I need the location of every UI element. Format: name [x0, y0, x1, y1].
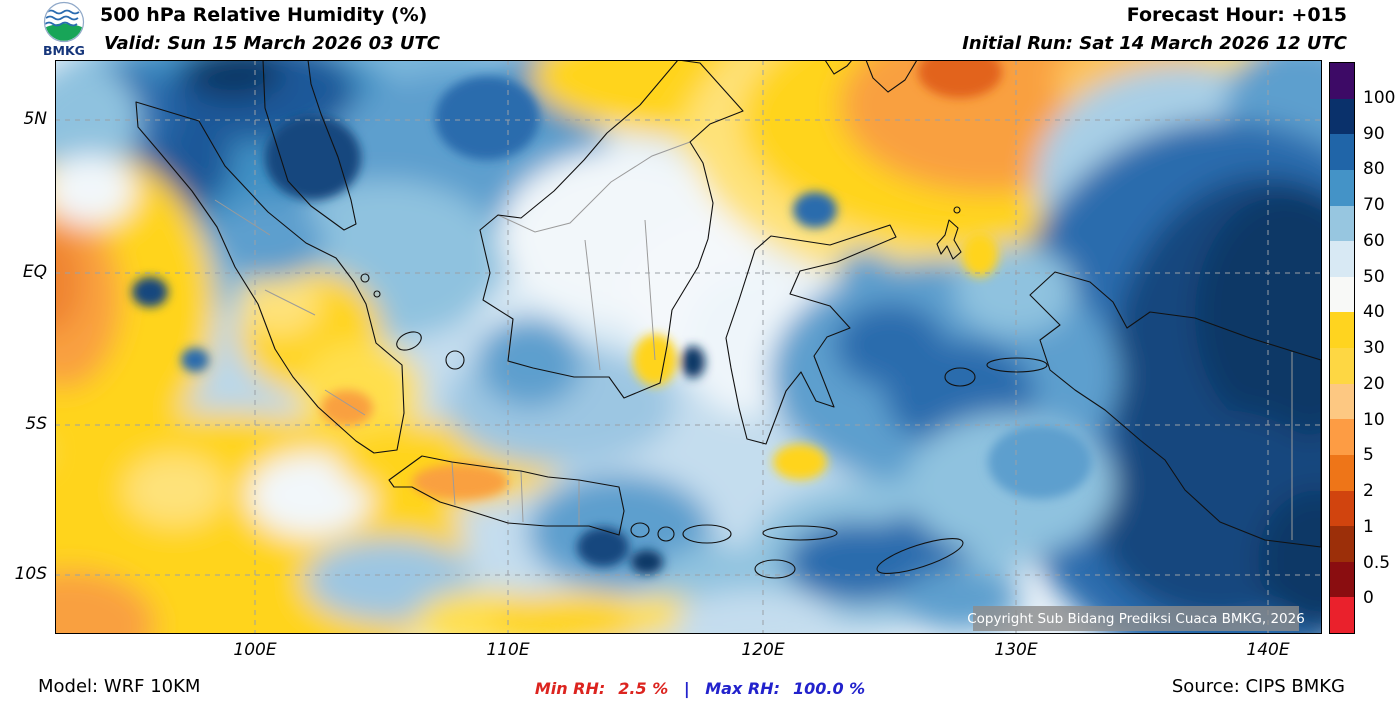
colorbar-tick-label: 10 — [1363, 409, 1385, 430]
coastline-lombok — [657, 526, 675, 542]
min-rh: Min RH: 2.5 % — [535, 679, 668, 698]
colorbar-tick-label: 80 — [1363, 159, 1385, 180]
colorbar-cell — [1330, 490, 1354, 527]
coastline-morotai — [953, 206, 961, 214]
humidity-field-layer — [55, 60, 1322, 634]
coastline-seram — [986, 357, 1048, 373]
coastline-mindanao — [865, 60, 918, 93]
colorbar-cell — [1330, 348, 1354, 384]
valid-time: Valid: Sun 15 March 2026 03 UTC — [104, 33, 441, 54]
colorbar-cell — [1330, 419, 1354, 455]
coastline-flores — [762, 525, 838, 541]
initial-run: Initial Run: Sat 14 March 2026 12 UTC — [962, 33, 1347, 54]
coastline-sumbawa — [682, 524, 732, 544]
coastline-malay-peninsula — [262, 60, 357, 231]
coastline-sumatra — [135, 101, 405, 454]
coastline-lingga-island — [373, 290, 381, 298]
x-tick-label: 130E — [994, 640, 1038, 660]
page-title: 500 hPa Relative Humidity (%) — [100, 4, 428, 26]
min-rh-value: 2.5 % — [618, 679, 669, 698]
coastline-timor — [876, 538, 964, 574]
colorbar-cell — [1330, 383, 1354, 420]
colorbar-cell — [1330, 98, 1354, 135]
colorbar-tick-label: 90 — [1363, 123, 1385, 144]
minmax-separator: | — [683, 679, 690, 698]
border-layer — [214, 141, 1293, 540]
colorbar-tick-label: 5 — [1363, 445, 1374, 466]
colorbar-cell — [1330, 241, 1354, 277]
max-rh: Max RH: 100.0 % — [705, 679, 865, 698]
max-rh-value: 100.0 % — [792, 679, 866, 698]
bmkg-logo-text: BMKG — [43, 43, 85, 58]
colorbar-cell — [1330, 205, 1354, 242]
model-label: Model: WRF 10KM — [38, 676, 201, 697]
coastline-sumba — [754, 559, 796, 579]
y-tick-label: 10S — [14, 564, 47, 584]
colorbar-cell — [1330, 561, 1354, 598]
bmkg-logo: BMKG — [36, 1, 92, 63]
colorbar-cell — [1330, 312, 1354, 348]
coastline-java — [388, 455, 625, 536]
coastline-riau-island — [360, 273, 370, 283]
colorbar-tick-label: 0.5 — [1363, 552, 1391, 573]
coastline-belitung — [445, 350, 465, 370]
coastline-bali — [630, 522, 650, 538]
colorbar-tick-label: 2 — [1363, 481, 1374, 501]
coastline-layer — [135, 60, 1322, 579]
colorbar: 100 90 80 70 60 50 40 30 20 10 5 2 1 0.5 0 — [1329, 62, 1400, 634]
colorbar-cell — [1330, 597, 1354, 633]
coastline-buru — [944, 367, 976, 387]
colorbar-tick-label: 30 — [1363, 338, 1385, 358]
coastline-zamboanga — [824, 60, 853, 75]
y-tick-label: 5N — [23, 109, 47, 129]
colorbar-cell — [1330, 454, 1354, 491]
y-tick-label: 5S — [25, 414, 47, 434]
map-frame — [55, 60, 1322, 634]
x-tick-label: 120E — [741, 640, 785, 660]
colorbar-tick-label: 70 — [1363, 195, 1385, 215]
coastline-borneo — [479, 60, 744, 399]
coastline-sulawesi — [725, 224, 897, 445]
colorbar-strip — [1329, 62, 1355, 634]
rh-minmax: Min RH: 2.5 % | Max RH: 100.0 % — [0, 679, 1400, 698]
colorbar-tick-label: 60 — [1363, 230, 1385, 251]
colorbar-tick-label: 40 — [1363, 302, 1385, 323]
min-rh-label: Min RH: — [534, 679, 606, 698]
x-tick-label: 100E — [233, 640, 277, 660]
colorbar-cell — [1330, 276, 1354, 313]
x-tick-label: 140E — [1246, 640, 1290, 660]
colorbar-tick-label: 0 — [1363, 588, 1374, 609]
colorbar-tick-label: 20 — [1363, 373, 1385, 394]
colorbar-cell — [1330, 526, 1354, 562]
coastline-papua — [1029, 271, 1322, 548]
colorbar-cell — [1330, 134, 1354, 170]
source-label: Source: CIPS BMKG — [1171, 676, 1345, 697]
coastline-halmahera — [936, 219, 962, 260]
x-tick-label: 110E — [486, 640, 530, 660]
forecast-hour: Forecast Hour: +015 — [1126, 4, 1347, 26]
max-rh-label: Max RH: — [705, 679, 780, 698]
colorbar-tick-label: 100 — [1363, 87, 1396, 108]
colorbar-cell — [1330, 63, 1354, 99]
humidity-map: Copyright Sub Bidang Prediksi Cuaca BMKG… — [55, 60, 1322, 634]
gridline-layer — [55, 60, 1322, 634]
colorbar-tick-label: 1 — [1363, 516, 1374, 537]
colorbar-tick-label: 50 — [1363, 266, 1385, 287]
y-tick-label: EQ — [22, 262, 47, 282]
copyright-overlay: Copyright Sub Bidang Prediksi Cuaca BMKG… — [967, 606, 1305, 631]
colorbar-cell — [1330, 169, 1354, 206]
colorbar-labels: 100 90 80 70 60 50 40 30 20 10 5 2 1 0.5 0 — [1363, 62, 1400, 634]
coastline-bangka — [396, 331, 422, 351]
copyright-text: Copyright Sub Bidang Prediksi Cuaca BMKG… — [967, 611, 1305, 627]
